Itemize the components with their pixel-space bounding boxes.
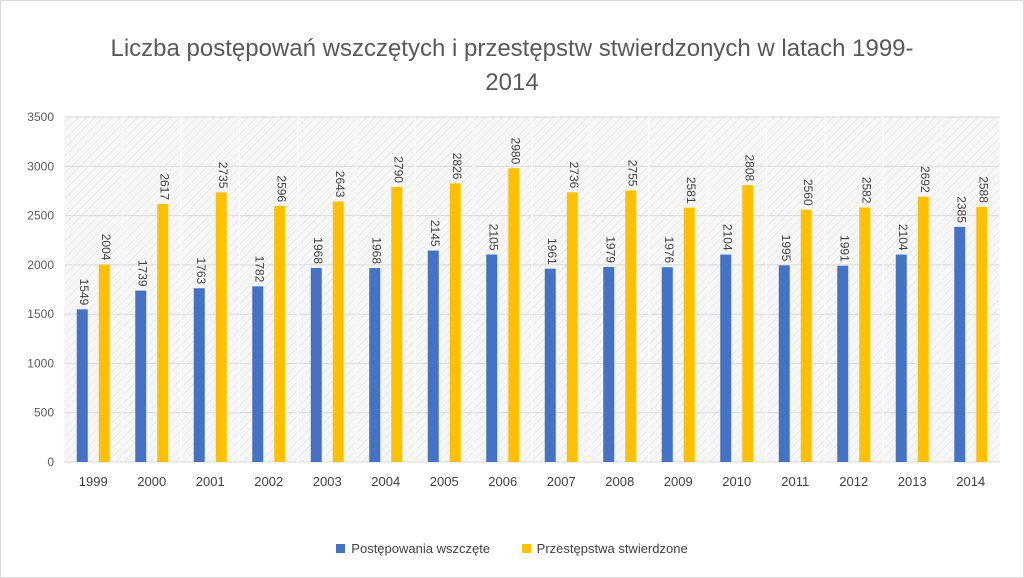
data-label: 2692 xyxy=(918,166,932,193)
bar-przestepstwa xyxy=(859,207,871,462)
legend-swatch-series-2 xyxy=(521,544,531,553)
bar-przestepstwa xyxy=(215,192,227,462)
x-tick-label: 2000 xyxy=(137,474,166,489)
x-tick-label: 1999 xyxy=(79,474,108,489)
bar-postepowania xyxy=(720,254,732,462)
data-label: 2596 xyxy=(275,175,289,202)
chart-title-line-1: Liczba postępowań wszczętych i przestęps… xyxy=(110,35,914,62)
bar-postepowania xyxy=(778,265,790,462)
bar-przestepstwa xyxy=(742,185,754,462)
data-label: 2560 xyxy=(801,179,815,206)
y-tick-label: 0 xyxy=(47,455,54,469)
bar-przestepstwa xyxy=(683,207,695,462)
x-tick-label: 2007 xyxy=(547,474,576,489)
data-label: 1763 xyxy=(194,258,208,285)
data-label: 2588 xyxy=(977,176,991,203)
legend-item-series-1: Postępowania wszczęte xyxy=(336,541,490,556)
bar-przestepstwa xyxy=(976,206,988,462)
x-tick-label: 2002 xyxy=(254,474,283,489)
y-tick-label: 3000 xyxy=(27,159,54,173)
data-label: 2826 xyxy=(450,153,464,180)
x-tick-label: 2003 xyxy=(313,474,342,489)
x-tick-label: 2013 xyxy=(898,474,927,489)
x-tick-label: 2009 xyxy=(664,474,693,489)
data-label: 2105 xyxy=(487,224,501,251)
bar-postepowania xyxy=(135,290,147,462)
data-label: 1961 xyxy=(545,238,559,265)
y-tick-label: 2500 xyxy=(27,209,54,223)
bar-przestepstwa xyxy=(625,190,637,462)
data-label: 1991 xyxy=(838,235,852,262)
bar-postepowania xyxy=(603,266,615,462)
bar-postepowania xyxy=(661,267,673,462)
data-label: 2617 xyxy=(158,173,172,200)
chart-title: Liczba postępowań wszczętych i przestęps… xyxy=(0,32,1024,100)
data-label: 2104 xyxy=(896,224,910,251)
x-tick-label: 2010 xyxy=(722,474,751,489)
bar-postepowania xyxy=(895,254,907,462)
chart-title-line-2: 2014 xyxy=(485,69,539,96)
bar-przestepstwa xyxy=(157,204,169,462)
legend-label-series-1: Postępowania wszczęte xyxy=(351,541,491,556)
bar-postepowania xyxy=(954,226,966,462)
x-tick-label: 2001 xyxy=(196,474,225,489)
bar-postepowania xyxy=(544,268,556,462)
bar-przestepstwa xyxy=(98,264,110,462)
bar-postepowania xyxy=(369,268,381,462)
x-tick-label: 2004 xyxy=(371,474,400,489)
y-tick-label: 2000 xyxy=(27,258,54,272)
bar-przestepstwa xyxy=(274,206,286,462)
bar-postepowania xyxy=(310,268,322,462)
data-label: 2735 xyxy=(216,162,230,189)
bar-postepowania xyxy=(252,286,264,462)
bar-przestepstwa xyxy=(391,186,403,462)
x-tick-label: 2012 xyxy=(839,474,868,489)
y-tick-label: 3500 xyxy=(27,110,54,124)
data-label: 2755 xyxy=(626,160,640,187)
data-label: 1995 xyxy=(779,235,793,262)
x-tick-label: 2005 xyxy=(430,474,459,489)
data-label: 2736 xyxy=(567,162,581,189)
data-label: 2581 xyxy=(684,177,698,204)
y-tick-label: 1500 xyxy=(27,307,54,321)
data-label: 2385 xyxy=(955,196,969,223)
x-tick-label: 2006 xyxy=(488,474,517,489)
x-tick-label: 2014 xyxy=(956,474,985,489)
data-label: 1968 xyxy=(311,237,325,264)
legend-label-series-2: Przestępstwa stwierdzone xyxy=(536,541,688,556)
legend-item-series-2: Przestępstwa stwierdzone xyxy=(521,541,688,556)
data-label: 1782 xyxy=(253,256,267,283)
bar-postepowania xyxy=(837,265,849,462)
bar-postepowania xyxy=(427,250,439,462)
x-tick-label: 2008 xyxy=(605,474,634,489)
y-tick-label: 1000 xyxy=(27,356,54,370)
bar-postepowania xyxy=(193,288,205,462)
bar-postepowania xyxy=(76,309,88,462)
legend-swatch-series-1 xyxy=(336,544,346,553)
bar-przestepstwa xyxy=(800,209,812,462)
data-label: 2582 xyxy=(860,177,874,204)
chart-legend: Postępowania wszczęte Przestępstwa stwie… xyxy=(0,541,1024,556)
data-label: 1739 xyxy=(136,260,150,287)
data-label: 1979 xyxy=(604,236,618,263)
x-tick-label: 2011 xyxy=(781,474,809,489)
bar-przestepstwa xyxy=(449,183,461,463)
data-label: 2790 xyxy=(392,156,406,183)
data-label: 2808 xyxy=(743,155,757,182)
data-label: 2104 xyxy=(721,224,735,251)
data-label: 2980 xyxy=(509,138,523,165)
bar-przestepstwa xyxy=(566,192,578,462)
bar-przestepstwa xyxy=(332,201,344,462)
data-label: 2145 xyxy=(428,220,442,247)
data-label: 1549 xyxy=(77,279,91,306)
bar-przestepstwa xyxy=(917,196,929,462)
data-label: 1968 xyxy=(370,237,384,264)
data-label: 2643 xyxy=(333,171,347,198)
data-label: 1976 xyxy=(662,237,676,264)
bar-przestepstwa xyxy=(508,168,520,462)
data-label: 2004 xyxy=(99,234,113,261)
bar-postepowania xyxy=(486,254,498,462)
y-tick-label: 500 xyxy=(34,406,54,420)
